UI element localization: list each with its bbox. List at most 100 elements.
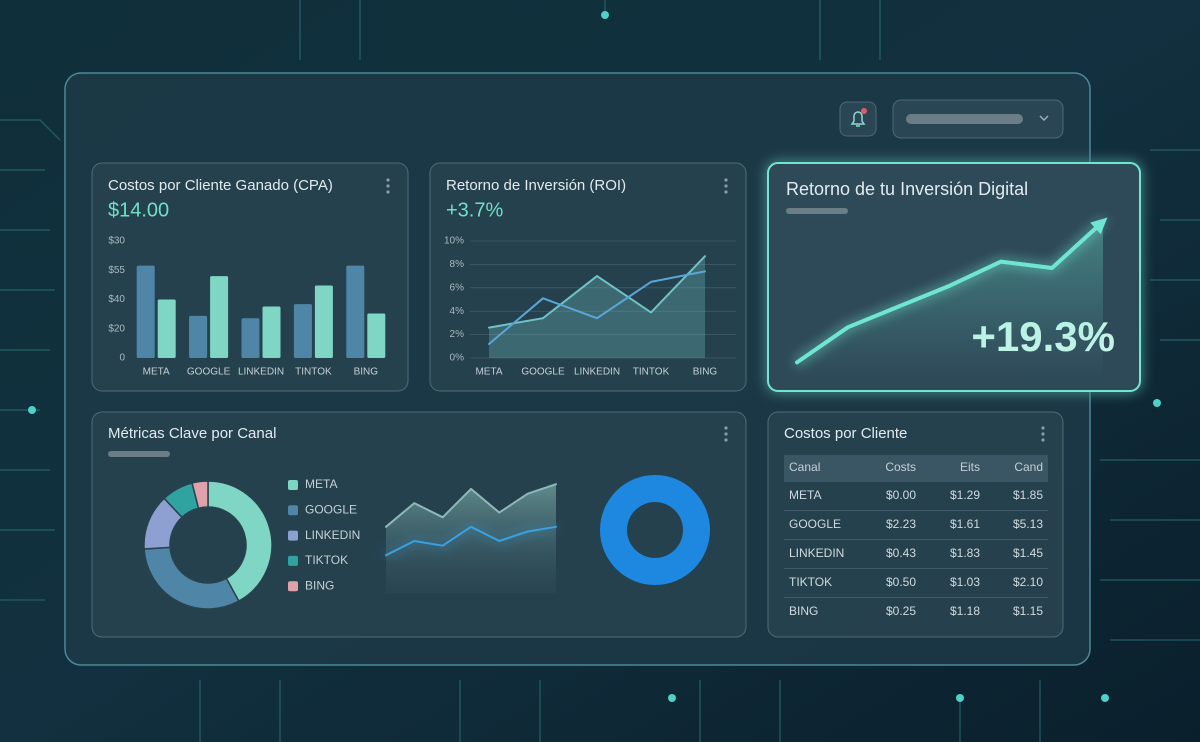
line bbox=[488, 255, 706, 329]
legend-label: META bbox=[305, 477, 337, 491]
legend-swatch bbox=[288, 581, 298, 592]
x-tick-label: TINTOK bbox=[295, 367, 332, 378]
card bbox=[429, 162, 747, 392]
line bbox=[488, 270, 706, 345]
y-tick-label: $55 bbox=[108, 265, 125, 276]
table-cell: $1.18 bbox=[950, 604, 980, 618]
legend-swatch bbox=[288, 555, 298, 566]
bar bbox=[262, 306, 281, 358]
y-tick-label: 2% bbox=[450, 329, 465, 340]
table-cell: $1.03 bbox=[950, 575, 980, 589]
table-cell: GOOGLE bbox=[789, 517, 841, 531]
y-tick-label: 0% bbox=[450, 353, 465, 364]
pie-slice bbox=[143, 546, 240, 610]
bar bbox=[157, 299, 176, 358]
legend-label: BING bbox=[305, 578, 334, 592]
card-title: Retorno de tu Inversión Digital bbox=[786, 179, 1028, 199]
legend-swatch bbox=[288, 505, 298, 516]
table-header: Costs bbox=[885, 460, 916, 474]
placeholder-bar bbox=[108, 451, 170, 457]
area bbox=[489, 256, 705, 358]
table-cell: BING bbox=[789, 604, 818, 618]
y-tick-label: 6% bbox=[450, 282, 465, 293]
bar bbox=[367, 313, 386, 358]
bar bbox=[314, 285, 333, 358]
x-tick-label: META bbox=[143, 367, 170, 378]
legend-label: LINKEDIN bbox=[305, 528, 360, 542]
card-title: Costos por Cliente bbox=[784, 425, 907, 442]
table-cell: $2.23 bbox=[886, 517, 916, 531]
table-cell: META bbox=[789, 488, 821, 502]
y-tick-label: 10% bbox=[444, 236, 464, 247]
table-cell: $1.61 bbox=[950, 517, 980, 531]
table-cell: $5.13 bbox=[1013, 517, 1043, 531]
placeholder-bar bbox=[786, 208, 848, 214]
table-cell: $1.83 bbox=[950, 546, 980, 560]
table-cell: $1.15 bbox=[1013, 604, 1043, 618]
dropdown-placeholder bbox=[906, 114, 1023, 124]
chevron bbox=[1039, 115, 1049, 122]
line bbox=[385, 525, 557, 557]
y-tick-label: 0 bbox=[119, 353, 125, 364]
line bbox=[385, 483, 557, 528]
notification-button[interactable] bbox=[839, 101, 877, 137]
card-title: Métricas Clave por Canal bbox=[108, 425, 276, 442]
table-header: Cand bbox=[1014, 460, 1043, 474]
headline-value: $14.00 bbox=[108, 199, 169, 221]
line bbox=[795, 219, 1105, 365]
x-tick-label: BING bbox=[354, 367, 379, 378]
bar bbox=[293, 304, 312, 358]
card-title: Costos por Cliente Ganado (CPA) bbox=[108, 177, 333, 194]
pie-slice bbox=[600, 475, 710, 585]
table-cell: $0.00 bbox=[886, 488, 916, 502]
table-cell: $0.50 bbox=[886, 575, 916, 589]
x-tick-label: TINTOK bbox=[633, 367, 670, 378]
bar bbox=[189, 315, 208, 358]
area bbox=[797, 221, 1103, 380]
content: Costos por Cliente Ganado (CPA) $14.00 $30… bbox=[108, 177, 1115, 618]
kebab[interactable] bbox=[724, 178, 728, 194]
x-tick-label: GOOGLE bbox=[187, 367, 231, 378]
table-cell: $2.10 bbox=[1013, 575, 1043, 589]
headline-value: +3.7% bbox=[446, 199, 503, 221]
area bbox=[386, 484, 556, 593]
card-title: Retorno de Inversión (ROI) bbox=[446, 177, 626, 194]
table-cell: $1.85 bbox=[1013, 488, 1043, 502]
y-tick-label: $30 bbox=[108, 236, 125, 247]
legend-label: TIKTOK bbox=[305, 553, 348, 567]
table-cell: TIKTOK bbox=[789, 575, 832, 589]
bar bbox=[210, 276, 229, 358]
bar bbox=[136, 265, 155, 358]
y-tick-label: 4% bbox=[450, 306, 465, 317]
y-tick-label: 8% bbox=[450, 259, 465, 270]
x-tick-label: LINKEDIN bbox=[574, 367, 620, 378]
bar bbox=[241, 318, 260, 358]
x-tick-label: LINKEDIN bbox=[238, 367, 284, 378]
arrow-head bbox=[1090, 217, 1108, 235]
legend-label: GOOGLE bbox=[305, 502, 357, 516]
circuit-nodes bbox=[28, 11, 1161, 702]
notification-dot bbox=[861, 108, 867, 114]
kebab-menus bbox=[386, 178, 1045, 442]
x-tick-label: META bbox=[475, 367, 502, 378]
table-cell: LINKEDIN bbox=[789, 546, 844, 560]
kebab[interactable] bbox=[1041, 426, 1045, 442]
legend-swatch bbox=[288, 480, 298, 490]
legend-swatch bbox=[288, 530, 298, 541]
table-cell: $1.45 bbox=[1013, 546, 1043, 560]
y-tick-label: $40 bbox=[108, 294, 125, 305]
table-cell: $0.25 bbox=[886, 604, 916, 618]
x-tick-label: GOOGLE bbox=[521, 367, 565, 378]
bar bbox=[346, 265, 365, 358]
pie-slice bbox=[191, 480, 209, 510]
bell-icon bbox=[850, 111, 866, 127]
y-tick-label: $20 bbox=[108, 323, 125, 334]
table-header: Eits bbox=[960, 460, 980, 474]
table-header: Canal bbox=[789, 460, 820, 474]
table-cell: $0.43 bbox=[886, 546, 916, 560]
kebab[interactable] bbox=[724, 426, 728, 442]
kebab[interactable] bbox=[386, 178, 390, 194]
x-tick-label: BING bbox=[693, 367, 718, 378]
